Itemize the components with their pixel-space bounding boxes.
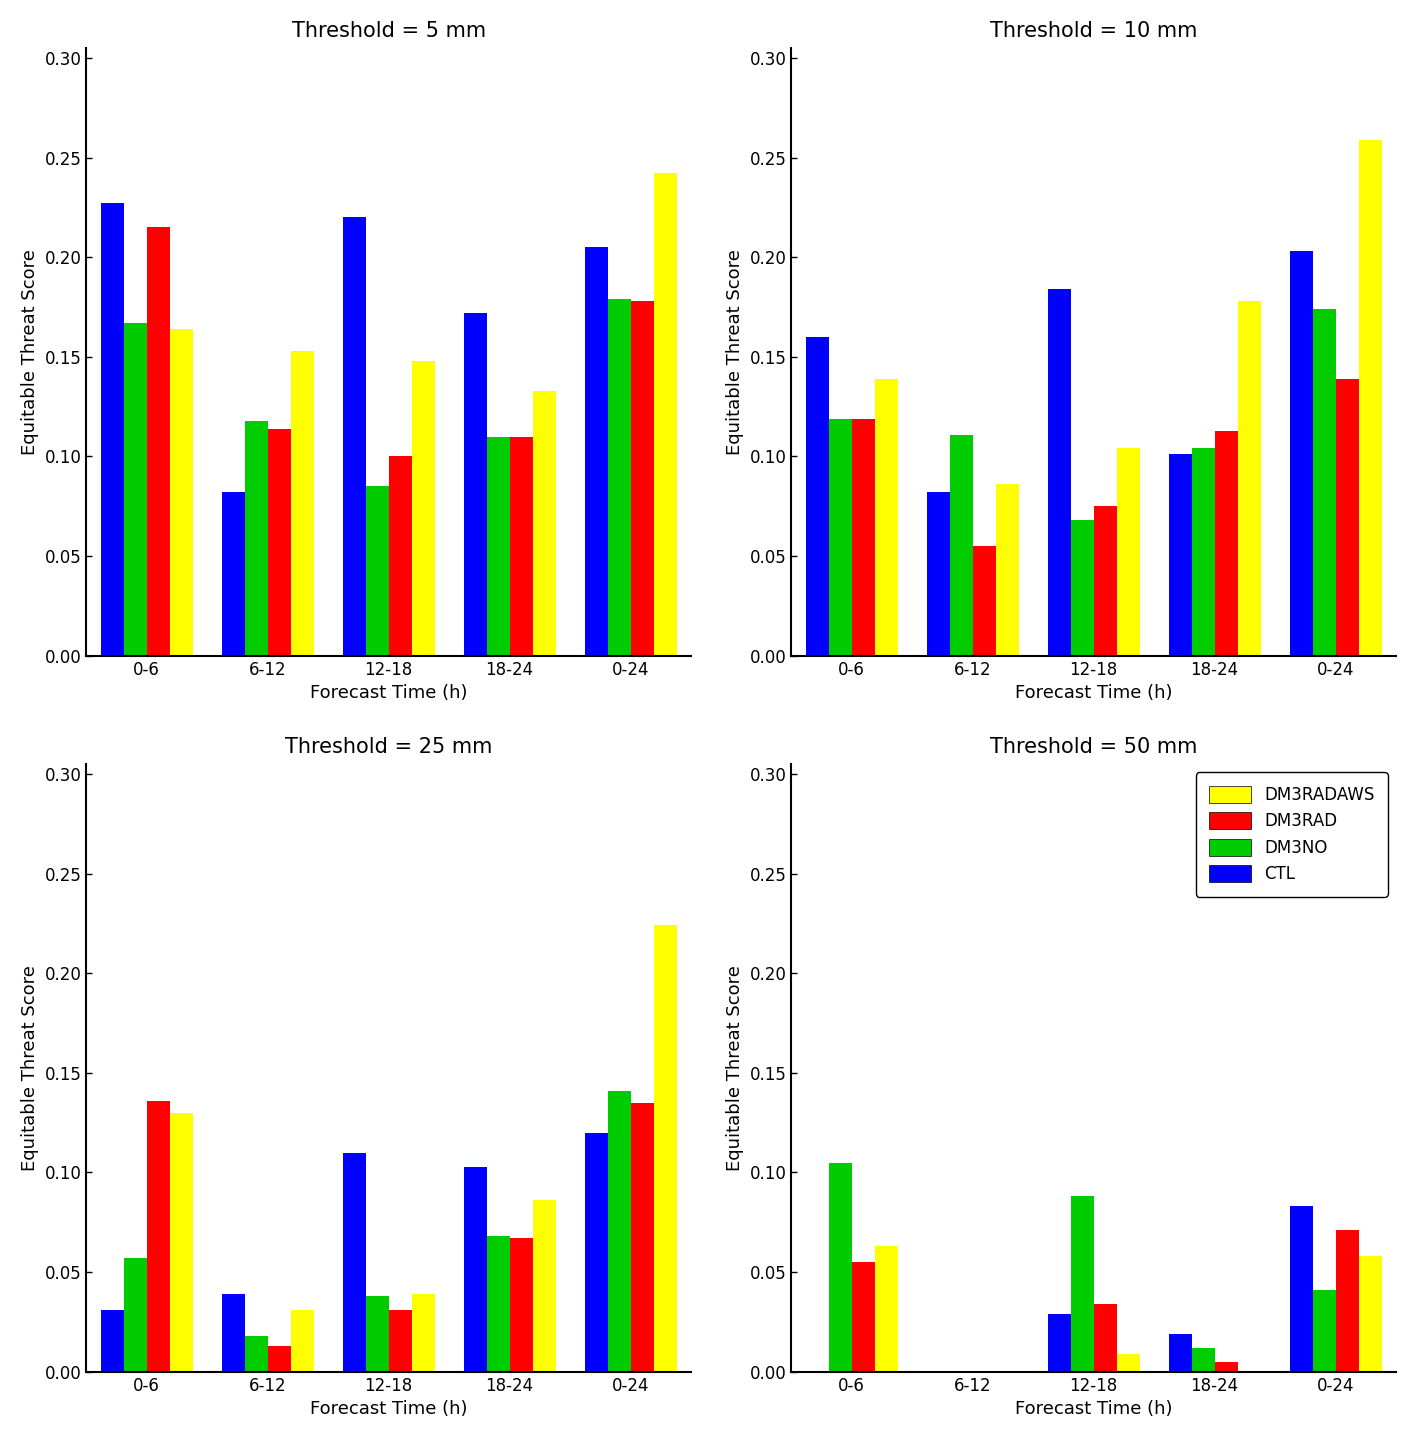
X-axis label: Forecast Time (h): Forecast Time (h) <box>310 684 468 702</box>
Bar <box>1117 1354 1139 1371</box>
Bar <box>1047 1314 1071 1371</box>
Bar <box>829 419 852 656</box>
Bar <box>366 1297 388 1371</box>
Bar <box>366 486 388 656</box>
Bar <box>829 1163 852 1371</box>
Bar <box>1094 507 1117 656</box>
Bar <box>343 217 366 656</box>
Bar <box>806 337 829 656</box>
Bar <box>1047 289 1071 656</box>
Bar <box>245 420 268 656</box>
Title: Threshold = 50 mm: Threshold = 50 mm <box>990 737 1197 757</box>
Bar <box>1094 1304 1117 1371</box>
Bar <box>631 301 653 656</box>
Bar <box>146 1101 170 1371</box>
Bar <box>1169 455 1192 656</box>
X-axis label: Forecast Time (h): Forecast Time (h) <box>310 1400 468 1419</box>
Bar <box>1312 309 1336 656</box>
Bar <box>123 1258 146 1371</box>
Bar <box>343 1153 366 1371</box>
Bar <box>268 1345 290 1371</box>
Bar <box>533 391 555 656</box>
Bar <box>101 1309 123 1371</box>
Y-axis label: Equitable Threat Score: Equitable Threat Score <box>21 249 38 455</box>
Bar <box>1117 449 1139 656</box>
Bar <box>874 378 897 656</box>
Bar <box>1169 1334 1192 1371</box>
Bar <box>510 436 533 656</box>
Bar <box>510 1238 533 1371</box>
Bar <box>1289 252 1312 656</box>
Bar <box>996 485 1019 656</box>
Title: Threshold = 10 mm: Threshold = 10 mm <box>990 20 1197 40</box>
Bar <box>653 925 677 1371</box>
Bar <box>1359 140 1382 656</box>
Bar <box>949 435 972 656</box>
Bar <box>388 1309 411 1371</box>
X-axis label: Forecast Time (h): Forecast Time (h) <box>1015 1400 1172 1419</box>
Legend: DM3RADAWS, DM3RAD, DM3NO, CTL: DM3RADAWS, DM3RAD, DM3NO, CTL <box>1196 773 1387 896</box>
Bar <box>1192 1348 1214 1371</box>
Bar <box>585 248 608 656</box>
Bar <box>585 1132 608 1371</box>
Bar <box>1359 1256 1382 1371</box>
X-axis label: Forecast Time (h): Forecast Time (h) <box>1015 684 1172 702</box>
Bar <box>1071 521 1094 656</box>
Bar <box>1071 1196 1094 1371</box>
Bar <box>631 1102 653 1371</box>
Bar <box>1336 1230 1359 1371</box>
Bar <box>290 1309 313 1371</box>
Bar <box>411 1294 435 1371</box>
Bar <box>1289 1206 1312 1371</box>
Bar <box>533 1200 555 1371</box>
Bar <box>170 330 193 656</box>
Bar <box>221 492 245 656</box>
Bar <box>170 1112 193 1371</box>
Bar <box>1192 449 1214 656</box>
Bar <box>290 351 313 656</box>
Bar <box>463 312 486 656</box>
Y-axis label: Equitable Threat Score: Equitable Threat Score <box>726 249 744 455</box>
Y-axis label: Equitable Threat Score: Equitable Threat Score <box>726 966 744 1171</box>
Bar <box>101 203 123 656</box>
Title: Threshold = 5 mm: Threshold = 5 mm <box>292 20 486 40</box>
Title: Threshold = 25 mm: Threshold = 25 mm <box>285 737 492 757</box>
Bar <box>608 1091 631 1371</box>
Bar <box>463 1167 486 1371</box>
Bar <box>1237 301 1261 656</box>
Bar <box>411 361 435 656</box>
Bar <box>1312 1289 1336 1371</box>
Bar <box>608 299 631 656</box>
Bar <box>1336 378 1359 656</box>
Bar <box>486 1236 510 1371</box>
Bar <box>927 492 949 656</box>
Bar <box>245 1335 268 1371</box>
Bar <box>653 174 677 656</box>
Bar <box>1214 1361 1237 1371</box>
Bar <box>123 322 146 656</box>
Bar <box>972 547 996 656</box>
Bar <box>852 419 874 656</box>
Bar <box>1214 430 1237 656</box>
Bar <box>388 456 411 656</box>
Bar <box>146 227 170 656</box>
Bar <box>852 1262 874 1371</box>
Bar <box>486 436 510 656</box>
Bar <box>268 429 290 656</box>
Y-axis label: Equitable Threat Score: Equitable Threat Score <box>21 966 38 1171</box>
Bar <box>874 1246 897 1371</box>
Bar <box>221 1294 245 1371</box>
